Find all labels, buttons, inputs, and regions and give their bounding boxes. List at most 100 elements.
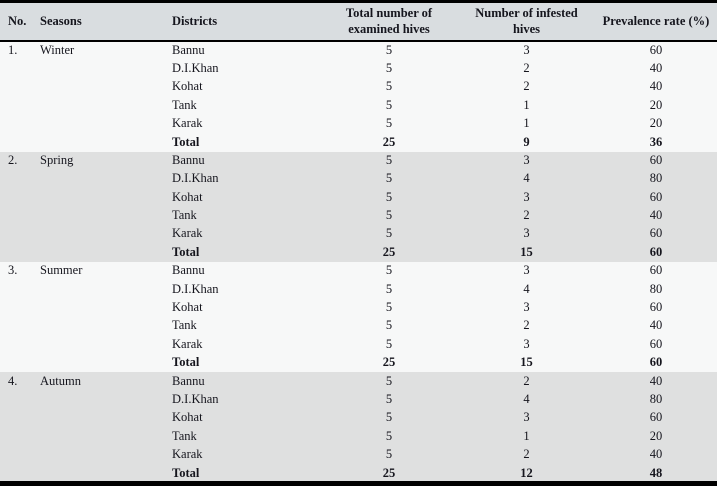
empty-cell: [32, 133, 164, 151]
empty-cell: [32, 354, 164, 372]
prevalence-cell: 20: [649, 428, 663, 443]
empty-cell: [32, 170, 164, 188]
total-prevalence: 48: [649, 465, 663, 480]
district-cell: Kohat: [172, 410, 203, 425]
table-row: Tank 5 2 40: [0, 206, 717, 226]
district-cell: D.I.Khan: [172, 281, 219, 296]
table-row: Tank 5 2 40: [0, 317, 717, 336]
total-examined: 25: [382, 134, 396, 149]
district-cell: D.I.Khan: [172, 391, 219, 406]
season-label: Spring: [40, 152, 74, 167]
prevalence-cell: 60: [649, 336, 663, 351]
row-number: 2.: [8, 152, 18, 167]
infested-cell: 2: [523, 79, 530, 94]
infested-cell: 3: [523, 410, 530, 425]
row-number: 1.: [8, 43, 18, 58]
examined-cell: 5: [385, 447, 393, 462]
district-cell: Kohat: [172, 300, 203, 315]
district-cell: D.I.Khan: [172, 171, 219, 186]
empty-cell: [0, 244, 32, 262]
empty-cell: [0, 115, 32, 133]
infested-cell: 1: [523, 97, 530, 112]
empty-cell: [0, 446, 32, 464]
empty-cell: [32, 427, 164, 445]
infested-cell: 3: [523, 336, 530, 351]
examined-cell: 5: [385, 263, 393, 278]
empty-cell: [32, 78, 164, 96]
prevalence-cell: 60: [649, 226, 663, 241]
empty-cell: [0, 280, 32, 298]
table-row: D.I.Khan 5 4 80: [0, 280, 717, 299]
empty-cell: [32, 317, 164, 335]
season-section-summer: 3. Summer Bannu 5 3 60 D.I.Khan 5 4 80 K…: [0, 261, 717, 373]
empty-cell: [0, 427, 32, 445]
district-cell: Karak: [172, 447, 203, 462]
infested-cell: 2: [523, 447, 530, 462]
season-section-winter: 1. Winter Bannu 5 3 60 D.I.Khan 5 2 40 K…: [0, 41, 717, 152]
prevalence-cell: 80: [649, 281, 663, 296]
table-row: Tank 5 1 20: [0, 427, 717, 446]
infested-cell: 3: [523, 226, 530, 241]
district-cell: Kohat: [172, 79, 203, 94]
empty-cell: [0, 133, 32, 151]
examined-cell: 5: [385, 79, 393, 94]
table-row: D.I.Khan 5 4 80: [0, 390, 717, 410]
infested-cell: 1: [523, 116, 530, 131]
district-cell: Karak: [172, 116, 203, 131]
examined-cell: 5: [385, 171, 393, 186]
empty-cell: [0, 336, 32, 354]
empty-cell: [32, 299, 164, 317]
examined-cell: 5: [385, 97, 393, 112]
empty-cell: [0, 409, 32, 427]
empty-cell: [0, 96, 32, 114]
infested-cell: 4: [523, 281, 530, 296]
examined-cell: 5: [385, 116, 393, 131]
empty-cell: [0, 207, 32, 225]
table-row: 3. Summer Bannu 5 3 60: [0, 261, 717, 281]
empty-cell: [0, 60, 32, 78]
total-label: Total: [172, 465, 200, 480]
empty-cell: [32, 96, 164, 114]
prevalence-cell: 20: [649, 116, 663, 131]
table-row: Karak 5 2 40: [0, 445, 717, 465]
district-cell: Karak: [172, 336, 203, 351]
district-cell: Bannu: [172, 263, 205, 278]
season-label: Autumn: [40, 373, 81, 388]
district-cell: Karak: [172, 226, 203, 241]
total-infested: 15: [520, 244, 533, 259]
examined-cell: 5: [385, 318, 393, 333]
total-infested: 15: [520, 355, 533, 370]
prevalence-cell: 80: [649, 391, 663, 406]
prevalence-cell: 60: [649, 263, 663, 278]
table-row: 1. Winter Bannu 5 3 60: [0, 41, 717, 60]
empty-cell: [32, 409, 164, 427]
examined-cell: 5: [385, 43, 393, 58]
infested-cell: 4: [523, 171, 530, 186]
infested-cell: 3: [523, 43, 530, 58]
empty-cell: [32, 446, 164, 464]
empty-cell: [0, 354, 32, 372]
total-row: Total 25 15 60: [0, 353, 717, 373]
season-label: Winter: [40, 43, 75, 58]
table-header: No. Seasons Districts Total number of ex…: [0, 3, 717, 43]
prevalence-cell: 40: [649, 318, 663, 333]
infested-cell: 4: [523, 391, 530, 406]
prevalence-cell: 40: [649, 60, 663, 75]
column-header-examined: Total number of examined hives: [320, 3, 458, 43]
district-cell: Tank: [172, 318, 197, 333]
table-row: Kohat 5 3 60: [0, 409, 717, 428]
district-cell: Bannu: [172, 43, 205, 58]
total-infested: 12: [520, 465, 533, 480]
prevalence-cell: 40: [649, 447, 663, 462]
total-prevalence: 60: [649, 355, 663, 370]
total-infested: 9: [523, 134, 530, 149]
prevalence-cell: 40: [649, 373, 663, 388]
table-row: Tank 5 1 20: [0, 96, 717, 115]
table-row: Kohat 5 2 40: [0, 78, 717, 97]
season-label: Summer: [40, 263, 83, 278]
district-cell: Tank: [172, 208, 197, 223]
total-examined: 25: [382, 244, 396, 259]
prevalence-cell: 80: [649, 171, 663, 186]
empty-cell: [0, 391, 32, 409]
